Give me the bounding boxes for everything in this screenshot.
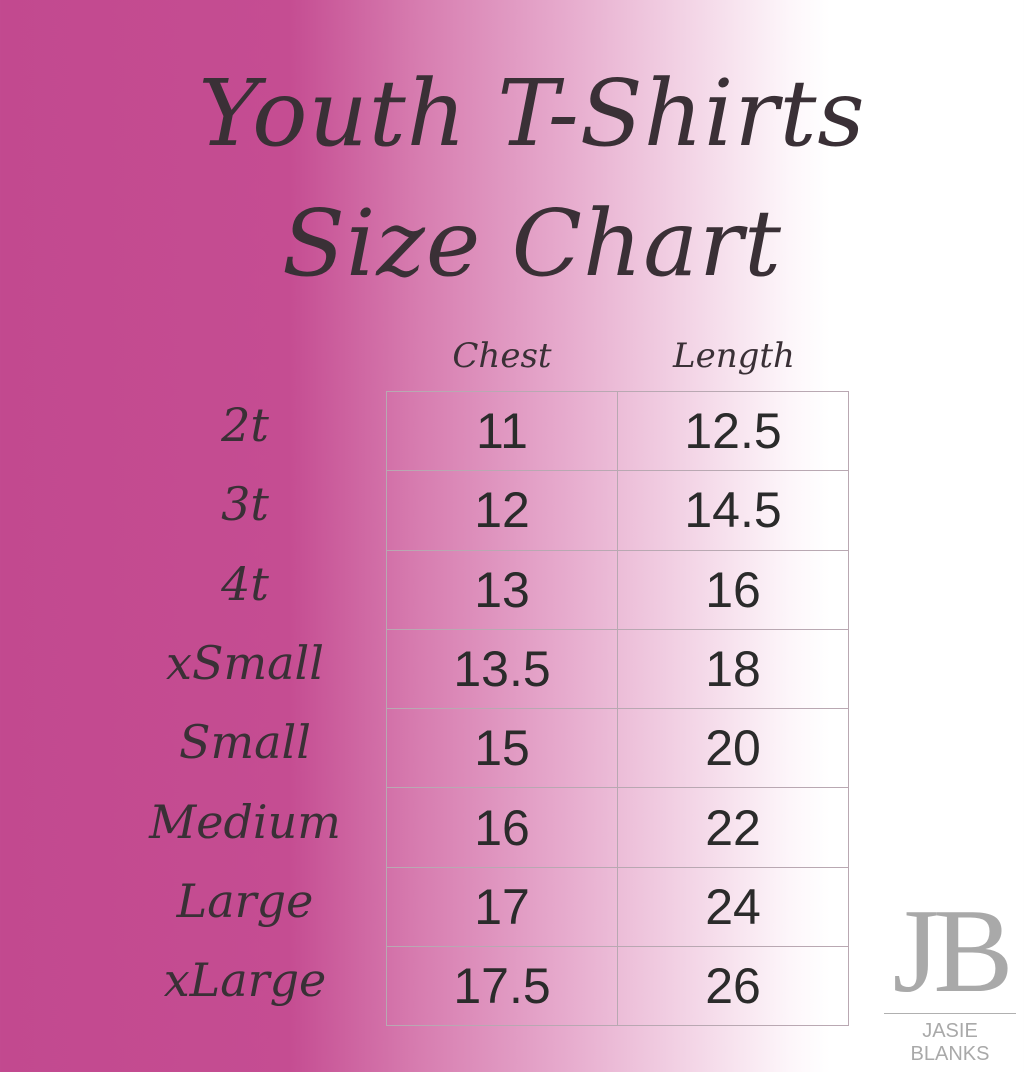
table-row: 13 16	[386, 549, 849, 630]
size-label: xSmall	[166, 635, 324, 690]
size-label: xLarge	[163, 953, 327, 1008]
cell-length: 16	[617, 549, 849, 630]
cell-length: 26	[617, 946, 849, 1027]
title-line-1: Youth T-Shirts	[198, 60, 866, 167]
cell-length: 18	[617, 628, 849, 710]
size-table: 11 12.5 12 14.5 13 16 13.5 18 15 20 16 22 17 24 17.5 26	[386, 390, 849, 1027]
cell-length: 14.5	[617, 470, 849, 551]
cell-chest: 16	[386, 787, 618, 868]
cell-chest: 13.5	[386, 628, 618, 710]
size-label: 3t	[221, 477, 269, 532]
cell-length: 12.5	[617, 390, 849, 472]
title-line-2: Size Chart	[281, 190, 783, 297]
table-row: 15 20	[386, 708, 849, 789]
logo-name: JASIE BLANKS	[884, 1013, 1016, 1066]
cell-length: 22	[617, 787, 849, 868]
size-label: Large	[176, 873, 314, 928]
cell-length: 20	[617, 708, 849, 789]
cell-chest: 12	[386, 470, 618, 551]
cell-chest: 15	[386, 708, 618, 789]
table-row: 16 22	[386, 787, 849, 868]
logo-mark: JB	[892, 884, 1014, 1017]
cell-chest: 17.5	[386, 946, 618, 1027]
size-label: Medium	[149, 794, 341, 849]
size-label: 4t	[221, 556, 269, 611]
cell-chest: 11	[386, 390, 618, 472]
table-row: 12 14.5	[386, 470, 849, 551]
size-label: Small	[179, 715, 311, 770]
table-row: 13.5 18	[386, 628, 849, 710]
cell-length: 24	[617, 866, 849, 948]
cell-chest: 13	[386, 549, 618, 630]
cell-chest: 17	[386, 866, 618, 948]
table-row: 17 24	[386, 866, 849, 948]
jasie-blanks-logo: JB JASIE BLANKS	[880, 888, 1020, 1066]
size-label: 2t	[221, 398, 269, 452]
table-row: 17.5 26	[386, 946, 849, 1027]
table-row: 11 12.5	[386, 390, 849, 472]
column-header-chest: Chest	[452, 336, 552, 376]
column-header-length: Length	[673, 336, 795, 376]
